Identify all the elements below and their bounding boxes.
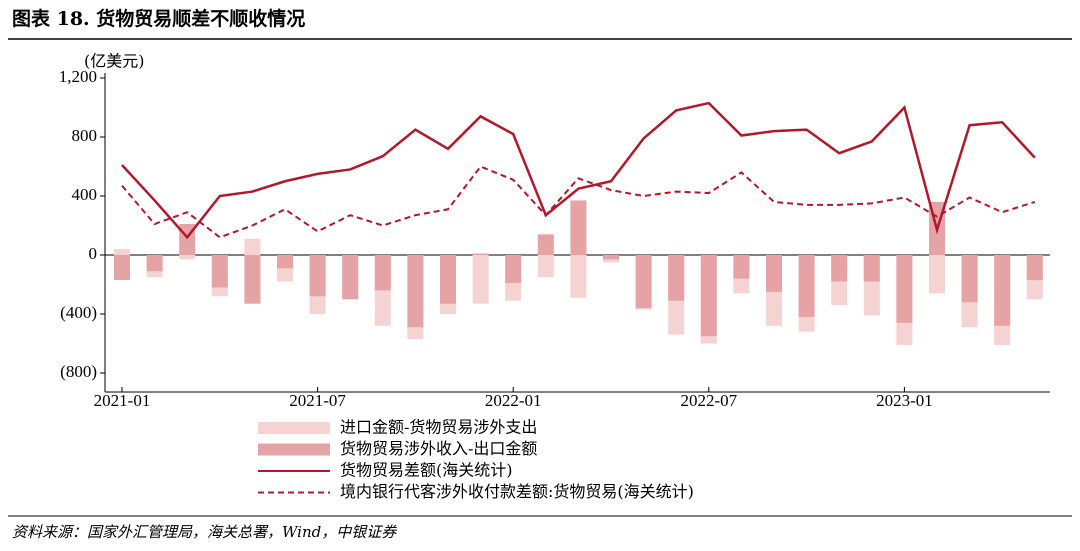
- legend-label: 货物贸易差额(海关统计): [340, 461, 513, 480]
- bar: [961, 255, 978, 303]
- x-tick-label: 2021-01: [94, 391, 151, 410]
- line: [121, 101, 1036, 240]
- bar: [929, 255, 945, 294]
- bar: [179, 255, 196, 260]
- y-tick-label: 400: [72, 185, 98, 204]
- x-tick-label: 2022-01: [485, 391, 542, 410]
- x-tick-label: 2022-07: [680, 391, 737, 410]
- bar: [733, 255, 750, 279]
- bar: [798, 255, 815, 317]
- bar: [863, 255, 880, 282]
- bar: [114, 255, 130, 281]
- legend-label: 进口金额-货物贸易涉外支出: [340, 418, 537, 437]
- legend-label: 货物贸易涉外收入-出口金额: [340, 439, 537, 458]
- bar: [374, 255, 391, 291]
- bar: [342, 255, 359, 300]
- bar: [994, 255, 1011, 326]
- legend-swatch: [258, 443, 330, 456]
- bar: [537, 255, 554, 278]
- y-tick-label: 0: [89, 244, 98, 263]
- bar: [440, 255, 456, 304]
- bar: [309, 255, 326, 297]
- bar: [570, 255, 587, 298]
- bar: [603, 255, 619, 260]
- bar: [277, 255, 293, 269]
- bar: [896, 255, 913, 323]
- y-tick-label: (400): [60, 303, 97, 322]
- bar: [1026, 255, 1043, 281]
- bar: [472, 255, 489, 304]
- bar: [668, 255, 685, 301]
- bar: [766, 255, 782, 292]
- bar: [114, 249, 130, 255]
- y-tick-label: 1,200: [59, 67, 97, 86]
- bar: [700, 255, 717, 337]
- bar: [244, 238, 261, 255]
- bar: [146, 255, 163, 272]
- bar: [244, 255, 261, 304]
- line: [121, 165, 1036, 239]
- y-tick-label: (800): [60, 362, 97, 381]
- bar: [472, 253, 489, 255]
- bar: [831, 255, 848, 282]
- bar: [211, 255, 228, 288]
- source: 资料来源：国家外汇管理局，海关总署，Wind，中银证券: [12, 523, 397, 541]
- bar: [635, 255, 652, 309]
- y-tick-label: 800: [72, 126, 98, 145]
- bar: [537, 234, 554, 255]
- y-axis-label: (亿美元): [84, 52, 145, 71]
- bar: [505, 255, 522, 284]
- chart-title: 图表 18. 货物贸易顺差不顺收情况: [12, 7, 305, 30]
- x-tick-label: 2023-01: [876, 391, 933, 410]
- bar: [570, 200, 587, 255]
- legend-swatch: [258, 422, 330, 434]
- bar: [407, 255, 424, 328]
- legend-label: 境内银行代客涉外收付款差额:货物贸易(海关统计): [340, 482, 694, 501]
- x-tick-label: 2021-07: [289, 391, 346, 410]
